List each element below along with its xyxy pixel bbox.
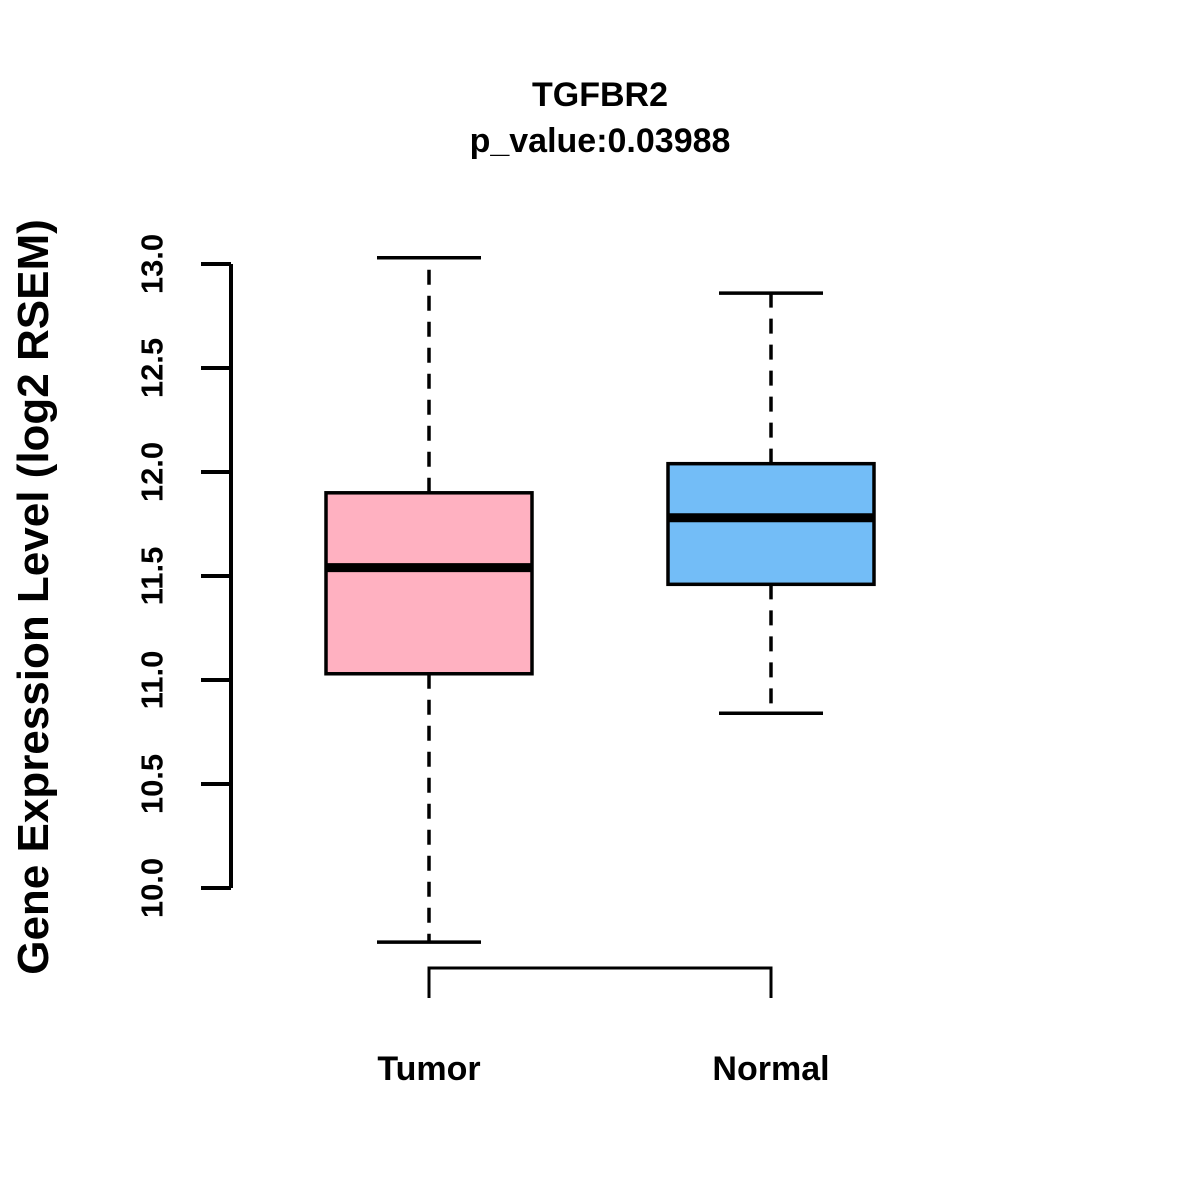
chart-titles: TGFBR2 p_value:0.03988 (0, 72, 1200, 164)
x-category-label-normal: Normal (712, 1050, 829, 1088)
box-normal (666, 461, 876, 587)
y-tick-label: 12.0 (135, 442, 170, 502)
x-category-label-tumor: Tumor (377, 1050, 480, 1088)
chart-title: TGFBR2 (532, 76, 668, 114)
y-tick-label: 12.5 (135, 338, 170, 398)
comparison-bracket (427, 966, 773, 998)
box-tumor (324, 491, 534, 676)
y-tick-label: 11.0 (135, 651, 170, 710)
y-tick-label: 10.5 (135, 754, 170, 814)
y-tick-label: 10.0 (135, 858, 170, 918)
y-tick-label: 13.0 (135, 234, 170, 294)
y-tick-label: 11.5 (135, 547, 170, 606)
chart-subtitle-pvalue: p_value:0.03988 (469, 122, 731, 160)
